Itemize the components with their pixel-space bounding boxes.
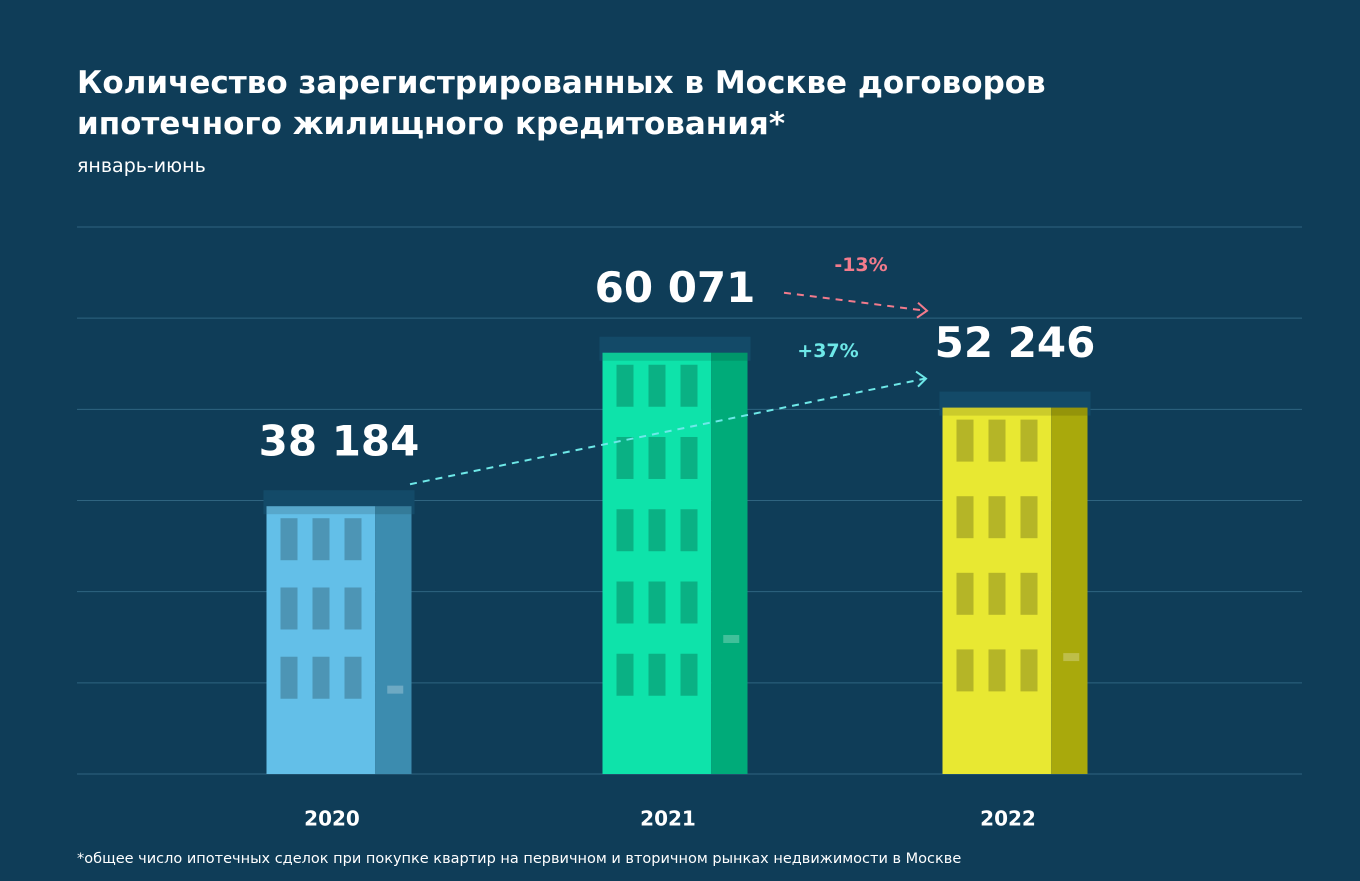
window <box>988 649 1006 692</box>
trend-arrow <box>409 377 926 486</box>
window <box>1020 572 1038 615</box>
window <box>1020 649 1038 692</box>
bar-part <box>942 407 1052 774</box>
window <box>344 518 362 561</box>
window <box>648 581 666 624</box>
window <box>312 587 330 630</box>
window <box>616 436 634 479</box>
bar-part <box>711 352 748 774</box>
x-tick-label: 2022 <box>980 807 1036 831</box>
bar-part <box>602 352 748 361</box>
window <box>956 496 974 539</box>
bar-part <box>375 506 412 774</box>
chart-title: ипотечного жилищного кредитования* <box>77 106 785 142</box>
bar-part <box>942 407 1088 416</box>
window <box>680 581 698 624</box>
window <box>956 419 974 462</box>
x-tick-label: 2020 <box>304 807 360 831</box>
bar-part <box>1051 407 1088 774</box>
window <box>648 364 666 407</box>
annotation: -13% <box>834 254 887 276</box>
annotation: +37% <box>797 340 858 362</box>
arrow-head <box>916 301 929 319</box>
window <box>680 653 698 696</box>
bar <box>602 352 748 774</box>
window <box>312 518 330 561</box>
trend-arrow <box>783 291 927 312</box>
window <box>648 653 666 696</box>
window <box>280 656 298 699</box>
window <box>280 518 298 561</box>
window <box>1020 419 1038 462</box>
chart-subtitle: январь-июнь <box>77 155 206 177</box>
window <box>616 509 634 552</box>
window <box>988 572 1006 615</box>
window <box>680 436 698 479</box>
value-label: 60 071 <box>595 263 756 312</box>
window <box>988 419 1006 462</box>
x-tick-label: 2021 <box>640 807 696 831</box>
window <box>956 649 974 692</box>
window <box>988 496 1006 539</box>
bar <box>942 407 1088 774</box>
window <box>648 436 666 479</box>
bar-part <box>266 506 412 515</box>
window <box>344 587 362 630</box>
brick <box>387 685 404 694</box>
bar-part <box>602 352 712 774</box>
bar-part <box>266 506 376 774</box>
brick <box>723 634 740 643</box>
window <box>616 653 634 696</box>
arrow-head <box>915 370 928 388</box>
window <box>344 656 362 699</box>
window <box>680 364 698 407</box>
window <box>1020 496 1038 539</box>
window <box>956 572 974 615</box>
value-label: 52 246 <box>935 318 1096 367</box>
window <box>616 364 634 407</box>
brick <box>1063 653 1080 662</box>
window <box>616 581 634 624</box>
footnote: *общее число ипотечных сделок при покупк… <box>77 851 961 867</box>
value-label: 38 184 <box>259 417 420 466</box>
window <box>648 509 666 552</box>
window <box>280 587 298 630</box>
window <box>680 509 698 552</box>
window <box>312 656 330 699</box>
bar <box>266 506 412 774</box>
chart-title: Количество зарегистрированных в Москве д… <box>77 65 1046 101</box>
